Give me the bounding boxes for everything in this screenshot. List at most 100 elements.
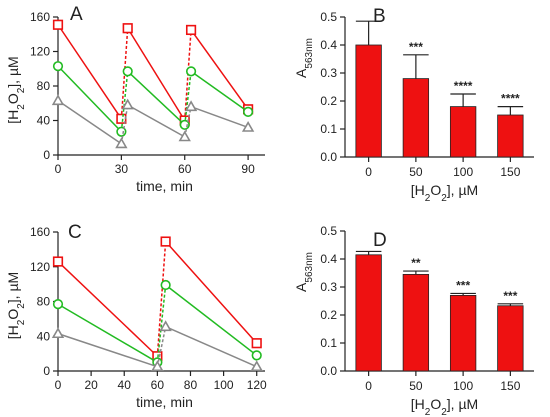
triangle-marker [51,94,65,106]
bar-0 [355,254,382,372]
series-line [190,29,249,110]
series-line [127,104,186,138]
square-marker [251,338,262,349]
x-tick-label: 120 [247,378,267,392]
y-axis-label: [H2O2], µM [5,272,27,339]
square-marker [122,23,133,34]
x-tick-label: 20 [84,378,98,392]
significance-label: ** [411,256,421,270]
y-tick-label: 120 [30,260,50,274]
y-tick-label: 0.4 [320,38,337,52]
series-line [190,70,249,113]
x-tick-label: 90 [241,162,255,176]
series-line [57,65,122,133]
series-line [57,24,122,120]
bar-0 [355,44,382,158]
series-triangle [51,94,255,149]
y-tick-label: 80 [37,295,51,309]
y-tick-label: 40 [37,329,51,343]
panel-letter: D [373,230,387,251]
x-tick-label: 100 [453,379,473,393]
bar-50 [402,273,430,372]
bar-50 [402,78,430,158]
y-tick-label: 80 [37,79,51,93]
bar-100 [449,294,477,372]
significance-label: *** [409,40,423,54]
y-tick-label: 0.2 [320,308,337,322]
panel-d: D 0.0 0.1 0.2 0.3 0.4 0.5 0 50 ** 100 *** 150 *** [H2O… [293,224,534,417]
panel-letter: C [68,222,82,243]
series-circle [52,279,262,368]
series-jump-line [156,284,167,363]
circle-marker [160,279,171,291]
circle-marker [243,106,254,117]
triangle-marker [51,327,65,339]
circle-marker [122,66,133,77]
series-triangle [51,320,263,372]
triangle-marker [151,360,164,372]
significance-label: **** [501,92,520,106]
y-tick-label: 0.3 [320,66,337,80]
y-axis-label: A563nm [293,252,315,292]
series-jump-line [120,71,129,132]
panel-c: C 0 40 80 120 160 0 20 40 60 80 100 120 time, min [H2O… [5,222,267,410]
triangle-marker [115,137,128,149]
square-marker [185,24,197,36]
triangle-marker [159,320,172,332]
panel-letter: B [373,6,386,27]
panel-letter: A [70,4,83,25]
triangle-marker [250,360,263,372]
square-marker [52,256,64,267]
series-line [165,326,258,368]
circle-marker [52,299,64,310]
x-tick-label: 150 [500,379,520,393]
y-tick-label: 0.0 [320,150,337,164]
bar-100 [449,106,477,158]
y-tick-label: 120 [30,45,50,59]
y-axis-label: [H2O2], µM [5,56,27,123]
series-line [165,241,258,344]
y-tick-label: 0.4 [320,252,337,266]
x-tick-label: 100 [453,165,473,179]
triangle-marker [184,100,198,112]
x-tick-label: 100 [214,378,234,392]
series-line [127,70,186,126]
x-tick-label: 40 [118,378,132,392]
x-tick-label: 0 [365,165,372,179]
y-tick-label: 0 [43,364,50,378]
y-tick-label: 0.1 [320,122,337,136]
x-axis-label: time, min [136,394,193,410]
y-tick-label: 0.3 [320,280,337,294]
x-tick-label: 60 [151,378,165,392]
x-tick-label: 80 [184,378,198,392]
x-tick-label: 0 [55,378,62,392]
triangle-marker [241,120,255,132]
x-tick-label: 60 [178,162,192,176]
y-axis-label: A563nm [293,38,315,78]
x-axis-label: [H2O2], µM [411,396,478,417]
circle-marker [185,66,197,77]
series-line [57,332,158,368]
y-tick-label: 40 [37,114,51,128]
square-marker [160,236,171,247]
y-tick-label: 0 [43,148,50,162]
y-tick-label: 0.5 [320,10,337,24]
bar-150 [497,305,524,372]
series-circle [52,61,254,137]
x-tick-label: 150 [500,165,520,179]
series-jump-line [184,106,192,138]
y-tick-label: 160 [30,10,50,24]
series-line [165,284,258,356]
series-line [57,100,122,145]
series-square [52,19,254,126]
significance-label: **** [454,79,473,93]
triangle-marker [178,130,191,142]
x-tick-label: 0 [55,162,62,176]
bar-150 [497,114,524,158]
y-tick-label: 0.2 [320,94,337,108]
x-axis-label: time, min [136,178,193,194]
y-tick-label: 0.1 [320,336,337,350]
x-tick-label: 50 [409,379,423,393]
circle-marker [251,350,262,361]
